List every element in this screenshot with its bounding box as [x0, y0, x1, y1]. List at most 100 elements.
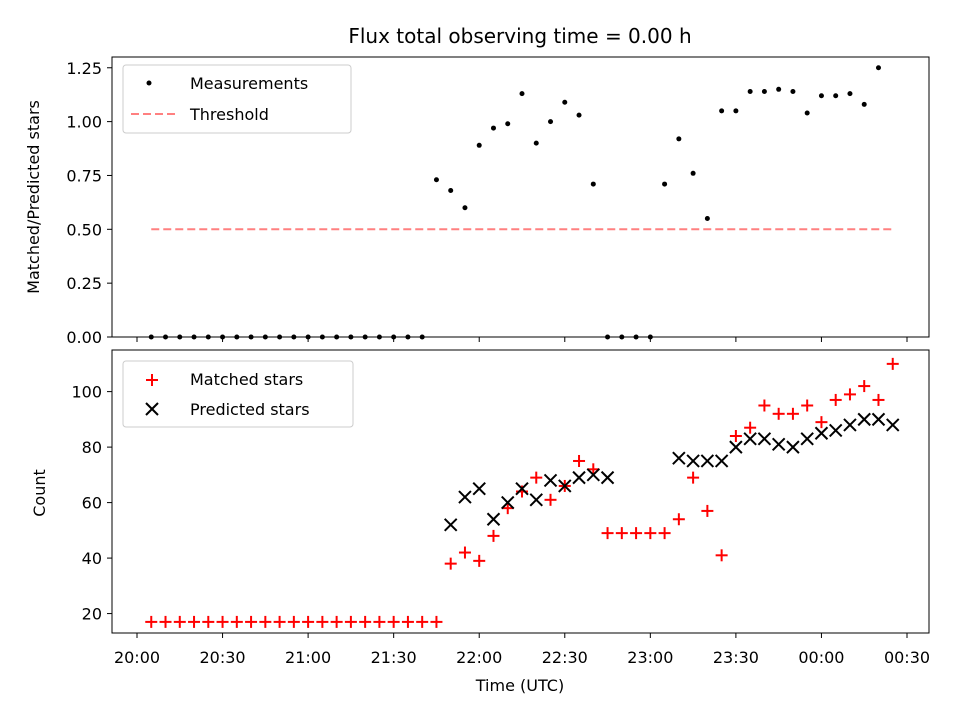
matched-star-point — [701, 504, 714, 517]
matched-star-point — [273, 615, 286, 628]
legend-label-matched-stars: Matched stars — [190, 370, 303, 389]
matched-star-point — [188, 615, 201, 628]
measurement-point — [291, 334, 297, 340]
measurement-point — [761, 88, 767, 94]
predicted-star-point — [843, 418, 857, 432]
matched-star-point — [473, 554, 486, 567]
measurement-point — [790, 88, 796, 94]
bottom-y-axis-label: Count — [30, 469, 49, 517]
predicted-star-point — [458, 490, 472, 504]
measurement-point — [719, 108, 725, 114]
matched-star-point — [416, 615, 429, 628]
measurement-point — [262, 334, 268, 340]
matched-star-point — [302, 615, 315, 628]
x-tick-label: 00:30 — [884, 648, 930, 667]
matched-star-point — [173, 615, 186, 628]
measurement-point — [334, 334, 340, 340]
measurement-point — [590, 181, 596, 187]
y-tick-label: 80 — [82, 438, 102, 457]
matched-star-point — [530, 471, 543, 484]
y-tick-label: 40 — [82, 549, 102, 568]
measurement-point — [533, 140, 539, 146]
measurement-point — [433, 177, 439, 183]
x-tick-label: 20:00 — [114, 648, 160, 667]
matched-star-point — [886, 357, 899, 370]
predicted-star-point — [814, 426, 829, 440]
predicted-star-point — [714, 454, 729, 468]
predicted-star-point — [686, 454, 700, 468]
predicted-star-point — [586, 468, 601, 482]
predicted-star-point — [828, 423, 843, 438]
measurement-point — [462, 205, 468, 211]
matched-star-point — [344, 615, 357, 628]
measurement-point — [448, 188, 454, 194]
matched-star-point — [715, 549, 728, 562]
matched-star-point — [744, 421, 757, 434]
y-tick-label: 0.50 — [66, 220, 102, 239]
predicted-star-point — [672, 451, 686, 465]
matched-star-point — [216, 615, 229, 628]
measurement-point — [733, 108, 739, 114]
measurement-point — [191, 334, 197, 340]
measurement-point — [348, 334, 354, 340]
measurement-point — [148, 334, 154, 340]
measurement-point — [234, 334, 240, 340]
measurement-point — [662, 181, 668, 187]
predicted-star-point — [757, 432, 772, 446]
predicted-star-point — [786, 440, 800, 454]
legend-marker-matched-stars — [146, 374, 158, 386]
measurement-point — [391, 334, 397, 340]
measurement-point — [319, 334, 325, 340]
measurement-point — [633, 334, 639, 340]
matched-star-point — [444, 557, 457, 570]
top-y-axis: 0.00 0.25 0.50 0.75 1.00 1.25 — [66, 59, 112, 347]
legend-label-threshold: Threshold — [189, 105, 269, 124]
top-panel-frame — [111, 56, 930, 338]
measurement-point — [875, 65, 881, 71]
predicted-star-point — [886, 418, 900, 432]
bottom-panel: 20 40 60 80 100 20:00 20:30 21:00 21:30 22:00 22:… — [30, 349, 930, 695]
x-tick-label: 21:00 — [285, 648, 331, 667]
measurement-point — [490, 125, 496, 131]
matched-star-point — [573, 454, 586, 467]
predicted-star-point — [501, 495, 515, 510]
matched-star-point — [373, 615, 386, 628]
matched-star-point — [487, 529, 500, 542]
matched-star-point — [601, 527, 614, 540]
y-tick-label: 0.25 — [66, 274, 102, 293]
legend-marker-predicted-stars — [145, 402, 159, 416]
matched-star-point — [330, 615, 343, 628]
predicted-star-point — [572, 470, 586, 485]
measurement-point — [704, 216, 710, 222]
measurement-point — [605, 334, 611, 340]
predicted-star-point — [800, 432, 814, 446]
matched-star-point — [501, 502, 514, 515]
measurement-point — [818, 93, 824, 99]
measurement-point — [419, 334, 425, 340]
top-panel: 0.00 0.25 0.50 0.75 1.00 1.25 Matched/Predict… — [24, 56, 930, 347]
y-tick-label: 1.25 — [66, 59, 102, 78]
matched-star-point — [829, 393, 842, 406]
matched-star-point — [729, 430, 742, 443]
predicted-star-point — [771, 437, 786, 452]
x-tick-label: 21:30 — [371, 648, 417, 667]
bottom-series-layer — [145, 357, 900, 628]
y-tick-label: 100 — [71, 383, 102, 402]
bottom-legend: Matched stars Predicted stars — [122, 360, 354, 428]
legend-marker-measurements — [146, 80, 152, 86]
predicted-star-point — [443, 518, 458, 532]
bottom-panel-frame — [111, 349, 930, 634]
predicted-star-point — [857, 412, 871, 427]
measurement-point — [576, 112, 582, 118]
matched-star-point — [786, 407, 799, 420]
matched-star-point — [316, 615, 329, 628]
x-tick-label: 22:00 — [456, 648, 502, 667]
measurement-point — [305, 334, 311, 340]
measurement-point — [548, 119, 554, 125]
predicted-star-point — [515, 482, 529, 496]
matched-star-point — [430, 615, 443, 628]
bottom-x-axis: 20:00 20:30 21:00 21:30 22:00 22:30 23:00 23:30… — [114, 633, 930, 667]
predicted-star-point — [558, 479, 572, 493]
top-series-layer — [148, 65, 893, 340]
measurement-point — [163, 334, 169, 340]
